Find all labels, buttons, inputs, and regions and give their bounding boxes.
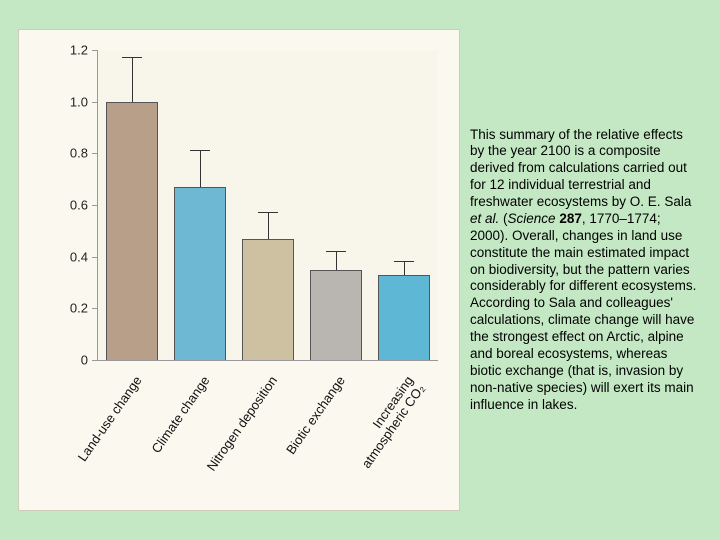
bar-2 (242, 212, 294, 360)
y-tick (92, 102, 98, 103)
caption-span: et al. (470, 211, 499, 226)
bar-body (242, 239, 294, 360)
error-stem (404, 262, 405, 275)
caption-span: Science (508, 211, 556, 226)
plot-area: 00.20.40.60.81.01.2Land-use changeClimat… (97, 50, 438, 361)
x-label: Climate change (148, 373, 212, 456)
error-stem (200, 151, 201, 187)
y-tick (92, 205, 98, 206)
y-tick (92, 153, 98, 154)
caption-span: ( (499, 211, 507, 226)
caption-span: , 1770–1774; 2000). Overall, changes in … (470, 211, 696, 412)
x-label: Biotic exchange (283, 373, 348, 457)
y-tick-label: 0.6 (58, 198, 88, 213)
error-stem (268, 213, 269, 239)
y-tick (92, 308, 98, 309)
y-tick-label: 1.0 (58, 94, 88, 109)
bar-body (174, 187, 226, 360)
y-tick-label: 0 (58, 353, 88, 368)
chart-panel: Relative effect of drivers 00.20.40.60.8… (18, 29, 460, 511)
y-tick-label: 0.8 (58, 146, 88, 161)
bar-1 (174, 150, 226, 360)
y-tick-label: 0.4 (58, 249, 88, 264)
y-tick-label: 0.2 (58, 301, 88, 316)
bar-body (310, 270, 362, 360)
error-stem (132, 58, 133, 102)
x-label: Land-use change (74, 373, 144, 464)
bar-0 (106, 57, 158, 360)
error-stem (336, 252, 337, 270)
caption-span: This summary of the relative effects by … (470, 127, 691, 210)
bar-body (378, 275, 430, 360)
x-label: Nitrogen deposition (204, 373, 281, 473)
bar-body (106, 102, 158, 360)
y-tick-label: 1.2 (58, 43, 88, 58)
y-tick (92, 360, 98, 361)
bar-4 (378, 261, 430, 360)
caption-span: 287 (559, 211, 582, 226)
caption-text: This summary of the relative effects by … (460, 113, 720, 428)
x-label: Increasingatmospheric CO₂ (369, 373, 416, 431)
bar-3 (310, 251, 362, 360)
y-tick (92, 257, 98, 258)
y-tick (92, 50, 98, 51)
